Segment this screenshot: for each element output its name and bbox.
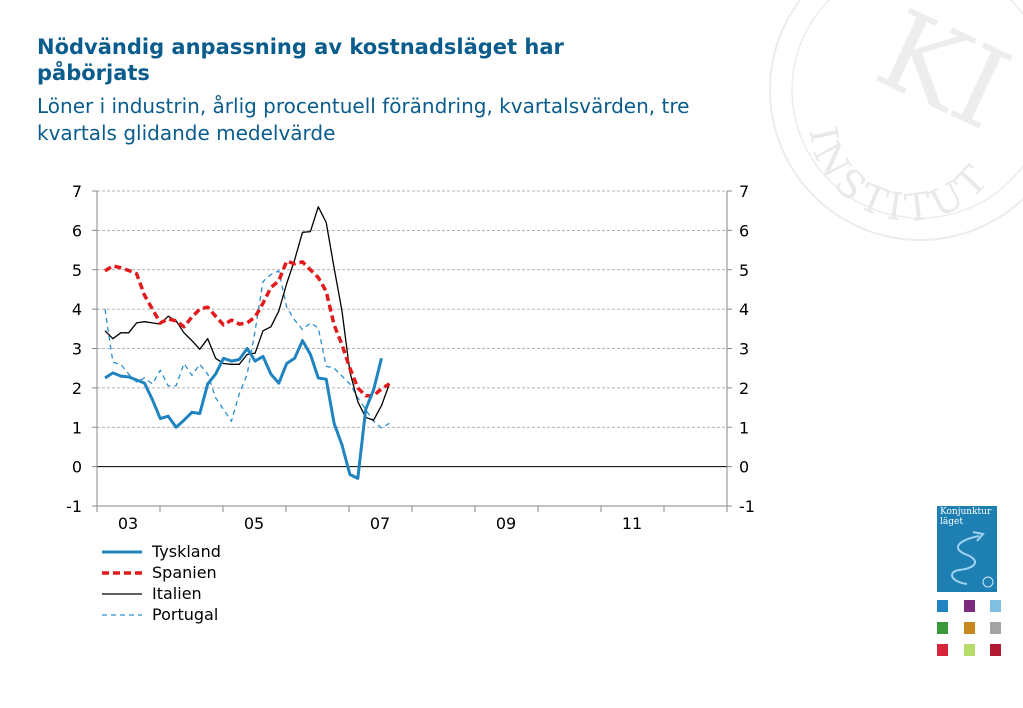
swatch-green xyxy=(937,622,948,634)
series-line-portugal xyxy=(104,270,390,429)
y-tick-label-left: 1 xyxy=(72,418,82,437)
y-tick-label-left: -1 xyxy=(66,497,82,516)
swatch-orange xyxy=(964,622,975,634)
institute-seal-watermark: INSTITUTET KI xyxy=(740,0,1023,241)
legend-item-portugal: Portugal xyxy=(100,604,221,625)
legend-swatch-italien xyxy=(102,592,142,595)
y-tick-label-right: 7 xyxy=(739,182,749,201)
swatch-lightblue xyxy=(990,600,1001,612)
swatch-gray xyxy=(990,622,1001,634)
x-tick-label: 05 xyxy=(244,514,264,533)
y-tick-label-right: -1 xyxy=(739,497,755,516)
swatch-darkred xyxy=(990,644,1001,656)
y-tick-label-right: 5 xyxy=(739,261,749,280)
legend-swatch-tyskland xyxy=(102,550,142,553)
y-tick-label-left: 6 xyxy=(72,221,82,240)
x-tick-label: 07 xyxy=(370,514,390,533)
y-tick-label-right: 1 xyxy=(739,418,749,437)
legend-label-spanien: Spanien xyxy=(152,563,217,582)
legend-item-spanien: Spanien xyxy=(100,562,221,583)
swatch-lime xyxy=(964,644,975,656)
y-tick-label-right: 2 xyxy=(739,379,749,398)
seal-monogram: KI xyxy=(859,0,1023,155)
swatch-purple xyxy=(964,600,975,612)
y-tick-label-right: 3 xyxy=(739,340,749,359)
legend-label-portugal: Portugal xyxy=(152,605,219,624)
legend-swatch-spanien xyxy=(102,570,142,575)
y-tick-label-right: 4 xyxy=(739,300,749,319)
konjunkturlaget-cover-logo: Konjunktur läget xyxy=(937,506,997,592)
y-tick-label-left: 0 xyxy=(72,458,82,477)
legend-label-italien: Italien xyxy=(152,584,202,603)
y-tick-label-left: 5 xyxy=(72,261,82,280)
series-line-italien xyxy=(104,206,391,421)
legend-swatch-portugal xyxy=(102,613,142,616)
chart-legend: Tyskland Spanien Italien Portugal xyxy=(100,541,221,625)
swatch-red xyxy=(937,644,948,656)
y-tick-label-right: 6 xyxy=(739,221,749,240)
cover-wave-icon xyxy=(951,531,994,588)
cover-title-line2: läget xyxy=(940,517,963,527)
y-tick-label-left: 3 xyxy=(72,340,82,359)
x-tick-label: 11 xyxy=(622,514,642,533)
y-tick-label-left: 4 xyxy=(72,300,82,319)
x-tick-label: 03 xyxy=(118,514,138,533)
chart-title: Nödvändig anpassning av kostnadsläget ha… xyxy=(37,35,564,85)
legend-item-italien: Italien xyxy=(100,583,221,604)
y-tick-label-left: 2 xyxy=(72,379,82,398)
series-line-spanien xyxy=(104,259,391,398)
series-line-tyskland xyxy=(104,339,383,480)
chart-subtitle: Löner i industrin, årlig procentuell för… xyxy=(37,94,690,145)
y-tick-label-left: 7 xyxy=(72,182,82,201)
cover-title-line1: Konjunktur xyxy=(940,507,992,517)
y-tick-label-right: 0 xyxy=(739,458,749,477)
swatch-blue xyxy=(937,600,948,612)
legend-item-tyskland: Tyskland xyxy=(100,541,221,562)
legend-label-tyskland: Tyskland xyxy=(152,542,221,561)
x-tick-label: 09 xyxy=(496,514,516,533)
